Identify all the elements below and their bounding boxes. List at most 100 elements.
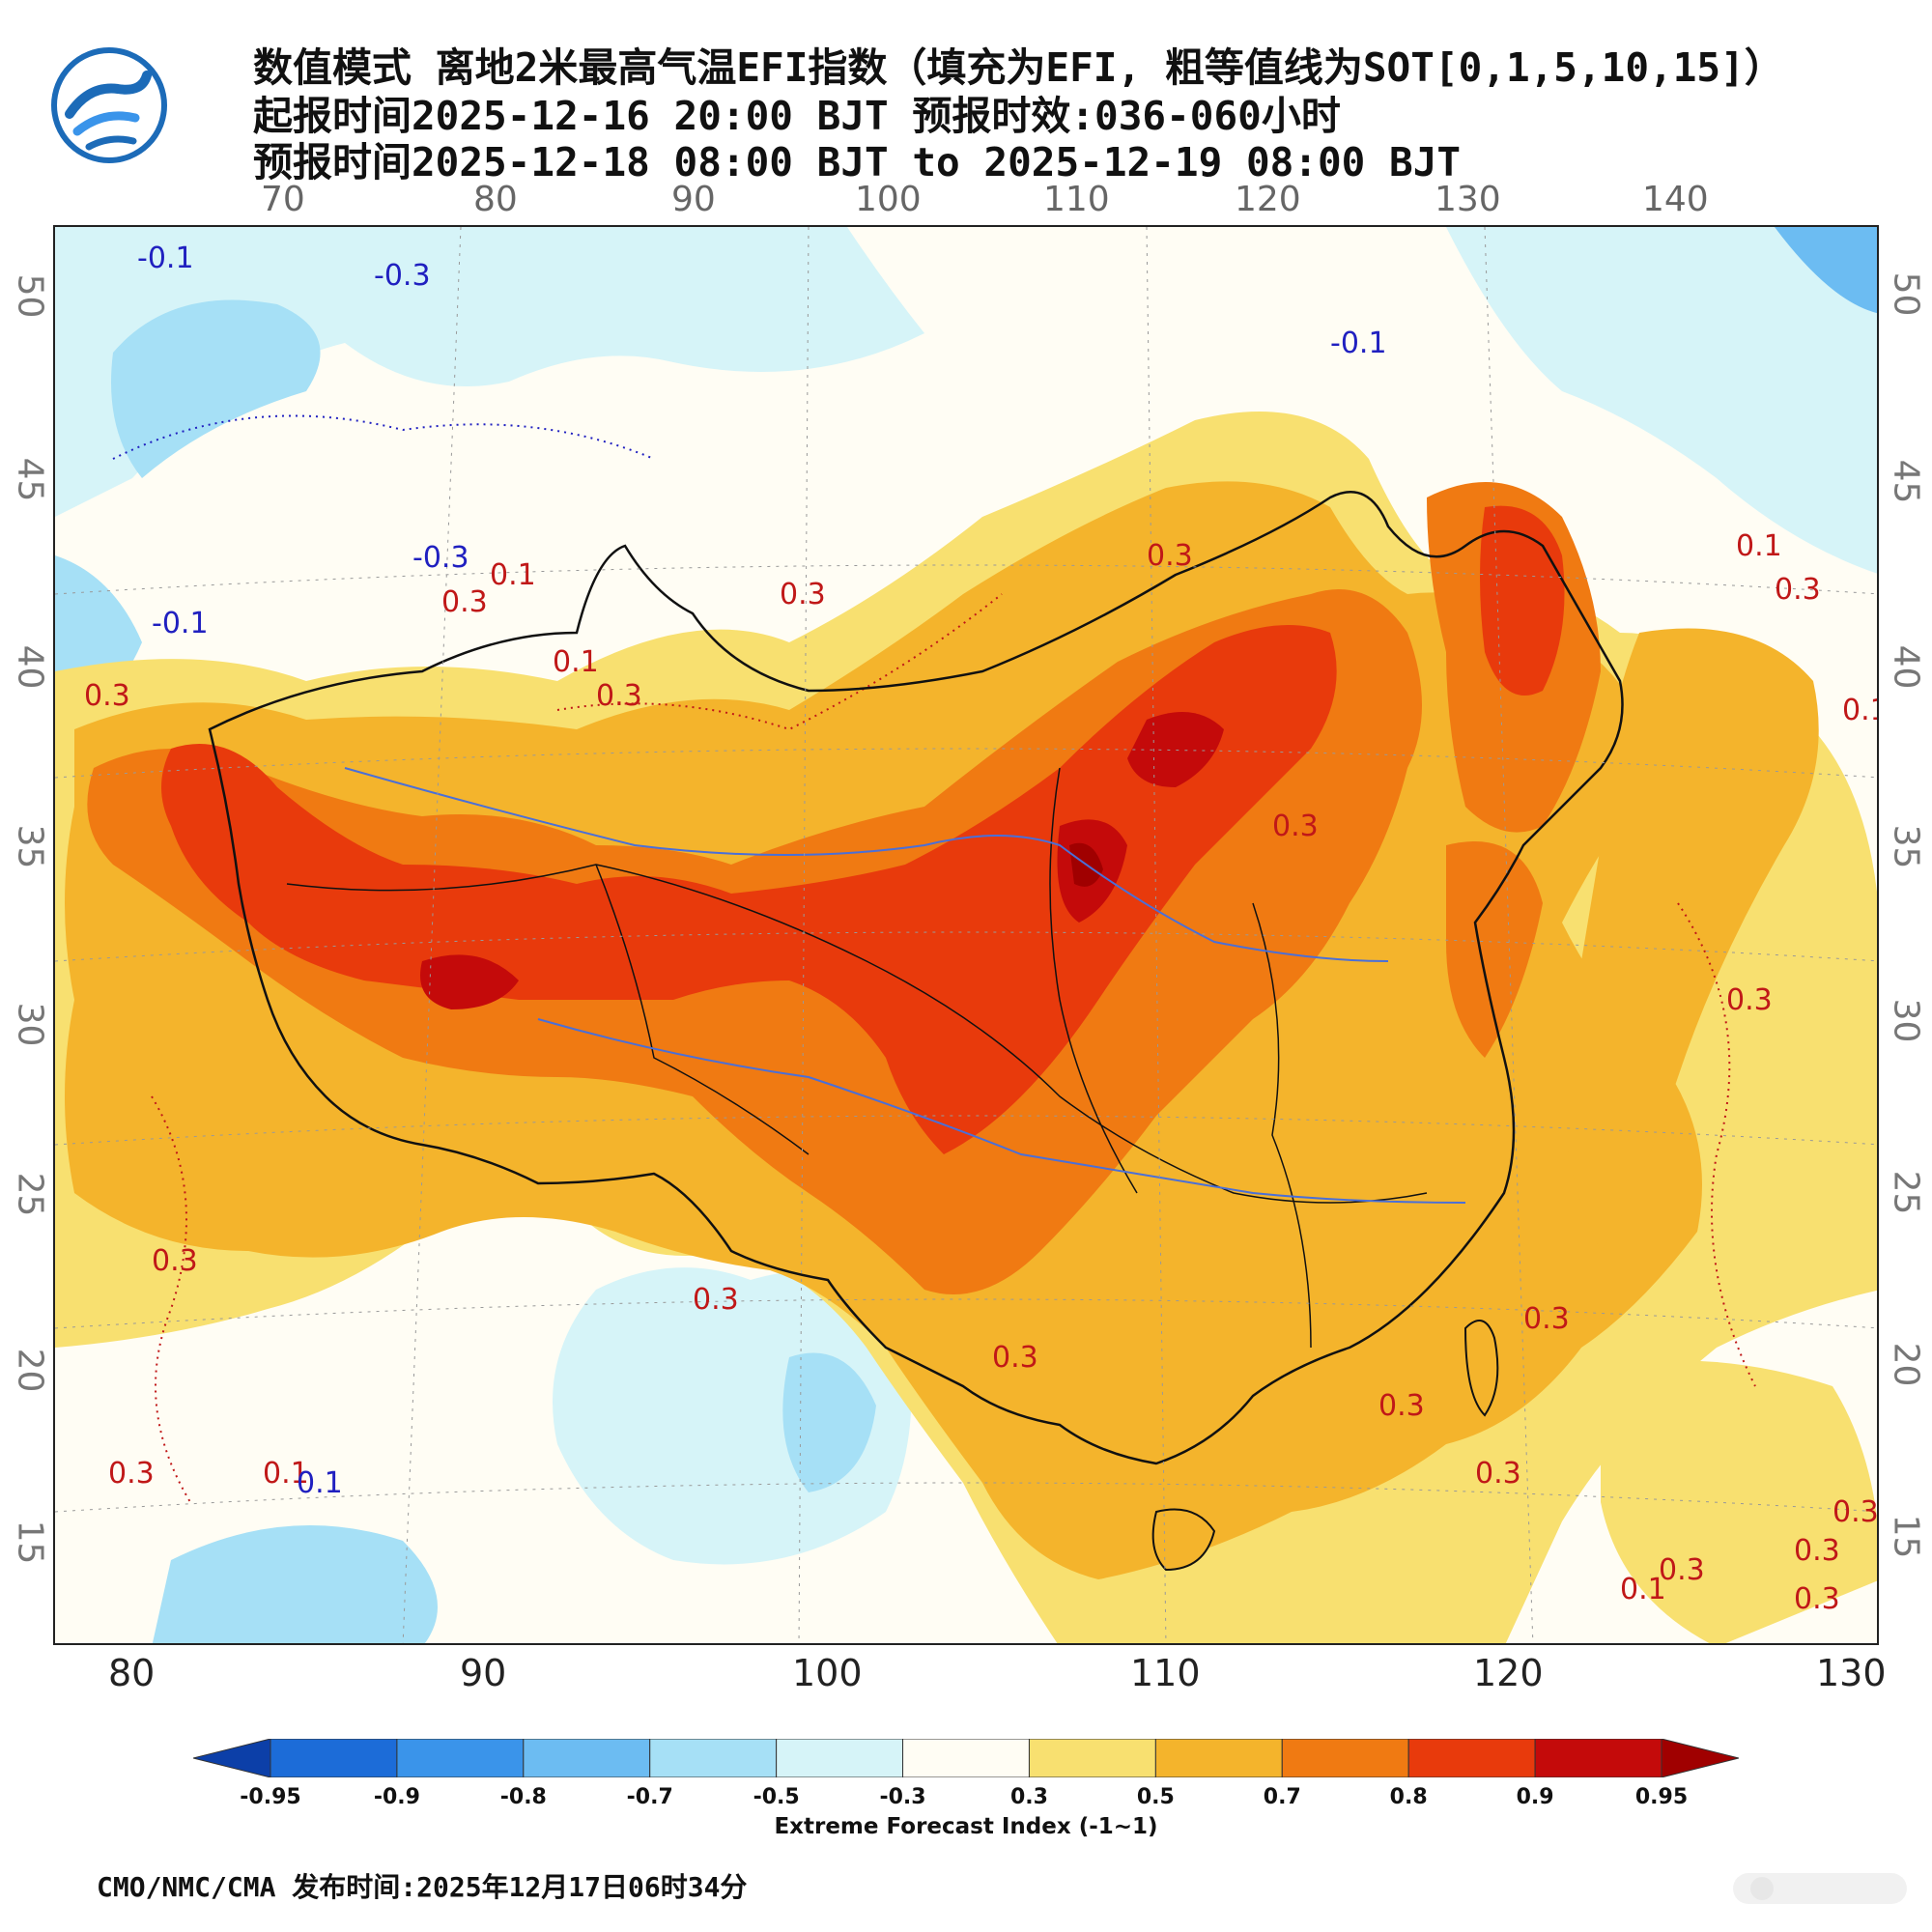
cool-anomaly-northeast [1446,227,1877,574]
contour-label: 0.3 [1272,810,1319,843]
contour-label: 0.1 [1736,529,1782,563]
bottom-lon-label: 90 [460,1652,507,1694]
right-lat-label: 45 [1886,459,1926,504]
colorbar-max-arrow [1661,1739,1739,1777]
contour-label: -0.1 [152,607,209,640]
contour-label: 0.1 [553,645,599,679]
bottom-lon-label: 120 [1473,1652,1544,1694]
contour-label: 0.3 [1378,1389,1425,1423]
right-lat-label: 25 [1886,1170,1926,1215]
colorbar-tick-label: -0.7 [626,1785,673,1809]
right-lat-label: 15 [1886,1514,1926,1559]
top-lon-label: 110 [1043,180,1110,219]
cma-logo [51,47,167,163]
province-border [1049,767,1138,1194]
right-lat-label: 40 [1886,644,1926,690]
efi-0.9-hotspot-tibet [420,954,519,1009]
contour-label: 0.3 [1794,1534,1840,1568]
colorbar-cell [1407,1739,1536,1777]
issue-info: CMO/NMC/CMA 发布时间:2025年12月17日06时34分 [97,1871,748,1903]
right-lat-label: 30 [1886,998,1926,1043]
contour-label: 0.3 [1659,1553,1705,1587]
efi-0.7-0.8-korea [1446,841,1543,1058]
left-lat-label: 40 [10,644,50,690]
contour-label: 0.3 [596,679,642,713]
contour-label: 0.3 [1794,1582,1840,1616]
colorbar-cell [776,1739,904,1777]
efi-field: -0.1 -0.3 -0.1 -0.3 -0.1 0.3 0.1 0.3 0.3… [55,227,1879,1643]
cool-anomaly-bay [152,1525,438,1643]
colorbar-cell [1028,1739,1156,1777]
right-lat-label: 50 [1886,271,1926,317]
contour-label: 0.1 [490,558,536,592]
bottom-lon-label: 80 [108,1652,156,1694]
cold-anomaly-far-northeast [1775,227,1877,313]
sot-contour-positive [556,593,1003,731]
contour-label: 0.3 [1726,983,1773,1017]
contour-label: 0.3 [1147,539,1193,573]
province-border [595,864,810,1155]
contour-label: -0.1 [1330,327,1387,360]
colorbar-tick-label: -0.8 [499,1785,547,1809]
colorbar-tick-label: -0.95 [240,1785,301,1809]
bottom-lon-label: 130 [1816,1652,1887,1694]
left-lat-label: 45 [10,457,50,502]
colorbar-cell [270,1739,398,1777]
contour-label: 0.3 [152,1244,198,1278]
efi-map[interactable]: -0.1 -0.3 -0.1 -0.3 -0.1 0.3 0.1 0.3 0.3… [53,225,1879,1645]
left-lat-label: 35 [10,824,50,869]
efi-0.3-0.5-southeast [1601,1360,1877,1643]
cool-anomaly-north [55,227,924,517]
efi-0.9-hotspot-north [1127,712,1224,787]
left-lat-label: 50 [10,273,50,319]
contour-label: 0.3 [441,585,488,619]
colorbar-tick-label: 0.7 [1263,1785,1301,1809]
colorbar-tick-label: -0.5 [753,1785,800,1809]
province-border [1252,902,1312,1349]
top-lon-label: 140 [1642,180,1709,219]
colorbar-tick-label: 0.95 [1634,1785,1689,1809]
colorbar-cell [523,1739,651,1777]
contour-label: 0.3 [1523,1302,1570,1336]
contour-label: 0.1 [1842,694,1879,727]
colorbar-tick-label: 0.3 [1009,1785,1048,1809]
top-lon-label: 100 [855,180,922,219]
colorbar-cell [649,1739,778,1777]
init-time: 起报时间2025-12-16 20:00 BJT 预报时效:036-060小时 [253,93,1341,139]
contour-label: 0.3 [780,578,826,611]
contour-label: -0.3 [412,541,469,575]
efi-0.8-0.9-region [161,625,1337,1154]
colorbar-tick-label: 0.5 [1136,1785,1175,1809]
left-lat-label: 15 [10,1520,50,1565]
cool-anomaly-laos [782,1352,876,1492]
contour-label: 0.3 [84,679,130,713]
graticule [55,227,1877,1643]
bottom-lon-label: 100 [792,1652,863,1694]
colorbar [193,1739,1739,1777]
cool-anomaly-northwest [111,299,321,478]
colorbar-tick-label: -0.3 [879,1785,926,1809]
province-border [286,864,1428,1204]
contour-label: 0.1 [297,1466,343,1500]
watermark-logo [1733,1873,1907,1904]
valid-time: 预报时间2025-12-18 08:00 BJT to 2025-12-19 0… [253,139,1462,185]
right-lat-label: 35 [1886,824,1926,869]
colorbar-tick-label: 0.8 [1389,1785,1428,1809]
colorbar-tick-label: 0.9 [1516,1785,1554,1809]
efi-0.5-0.7-east-sea [1562,628,1819,1251]
colorbar-min-arrow [193,1739,271,1777]
left-lat-label: 20 [10,1348,50,1393]
china-border [208,491,1624,1465]
top-lon-label: 70 [261,180,305,219]
colorbar-cell [1154,1739,1283,1777]
hainan-island [1151,1508,1216,1572]
top-lon-label: 80 [473,180,518,219]
bottom-lon-label: 110 [1130,1652,1201,1694]
cool-anomaly-indochina [553,1267,912,1565]
efi-0.8-0.9-northeast [1480,505,1565,696]
colorbar-cell [396,1739,525,1777]
colorbar-cell [1534,1739,1662,1777]
contour-label: 0.3 [108,1457,155,1491]
contour-label: -0.1 [137,242,194,275]
top-lon-label: 90 [671,180,716,219]
